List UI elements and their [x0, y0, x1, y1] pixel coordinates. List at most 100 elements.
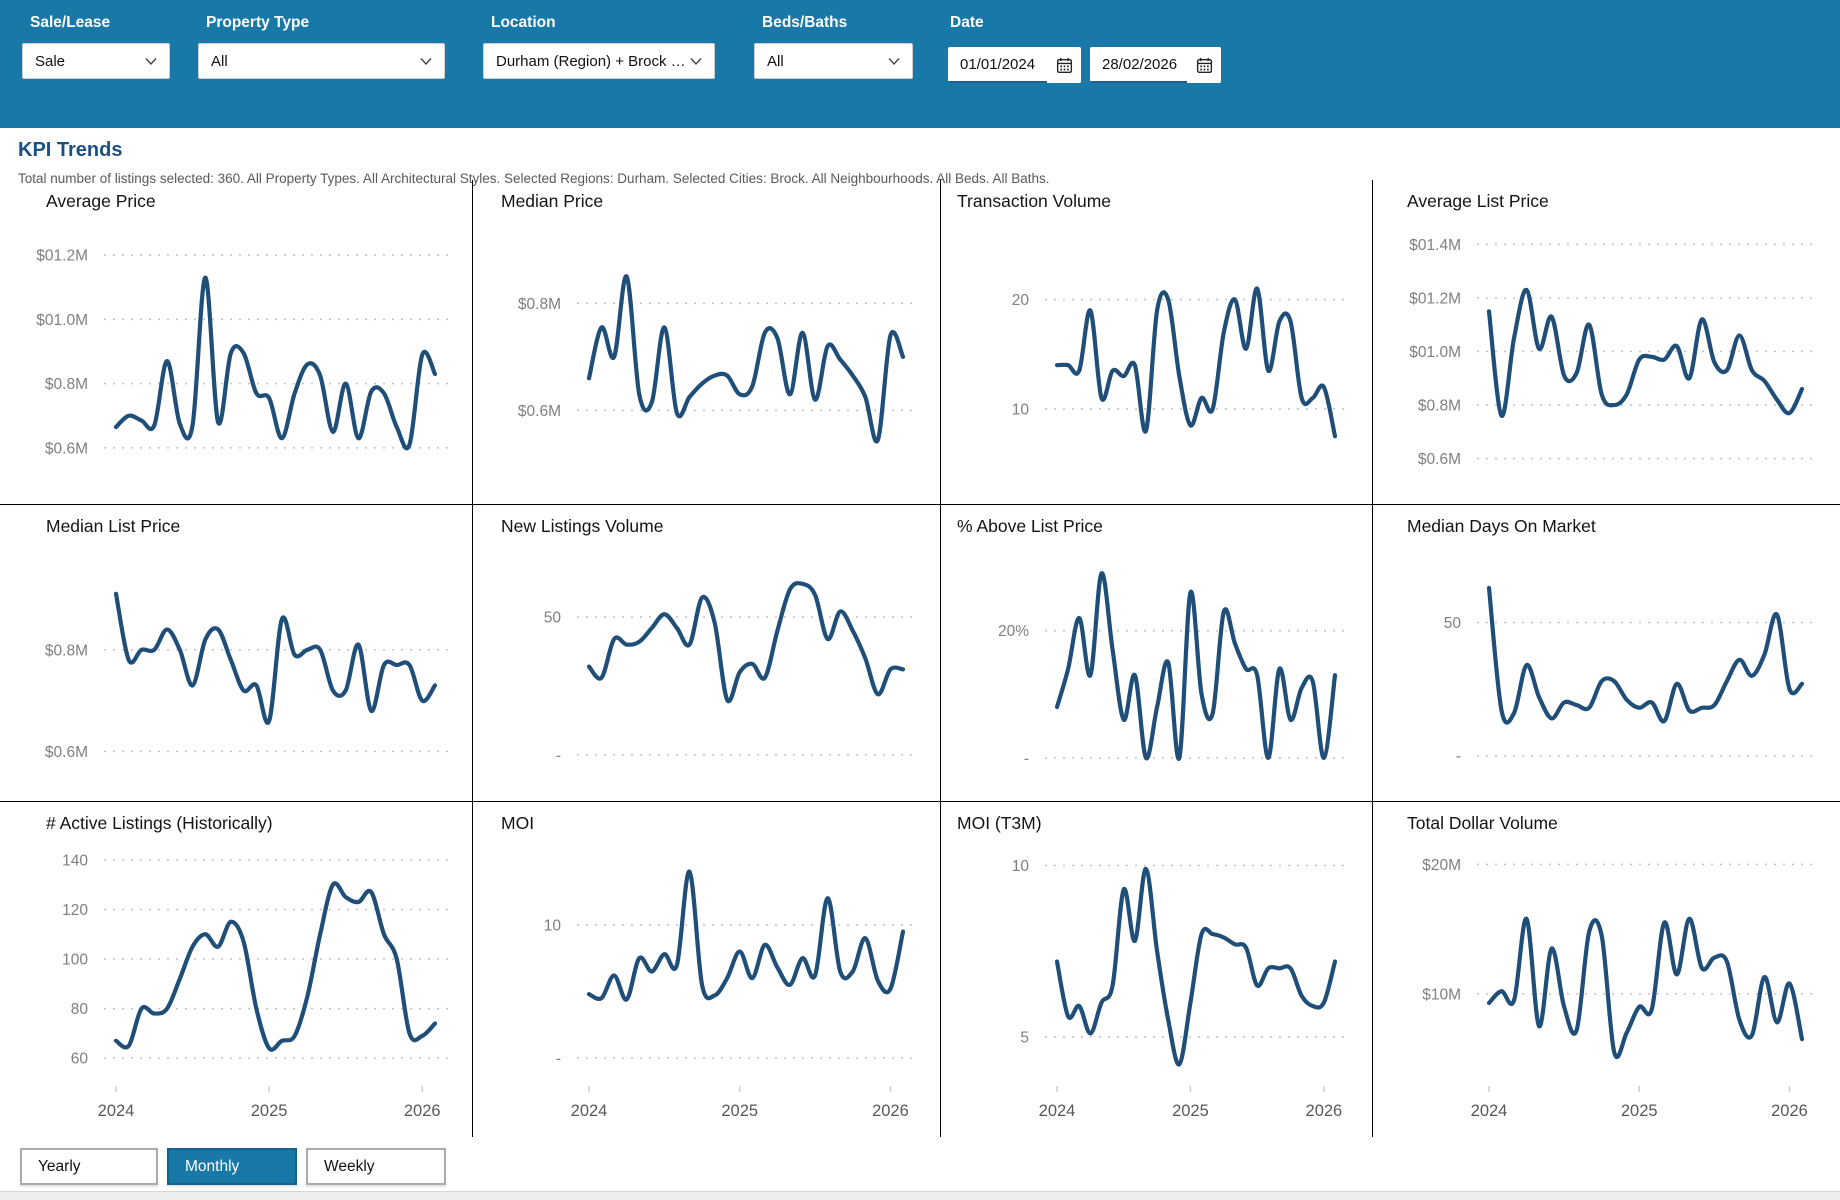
kpi-chart-average-list-price: Average List Price $01.4M $01.2M $01.0M $0.8…	[1373, 180, 1840, 505]
period-toggle-yearly[interactable]: Yearly	[20, 1148, 158, 1185]
chart-title: Average Price	[46, 191, 156, 211]
svg-text:$20M: $20M	[1422, 857, 1461, 874]
svg-text:$0.6M: $0.6M	[1418, 451, 1461, 468]
beds-baths-select[interactable]: All	[754, 43, 913, 79]
kpi-grid: Average Price $01.2M $01.0M $0.8M $0.6M Media…	[0, 180, 1840, 1137]
x-axis-year-label: 2026	[404, 1102, 441, 1120]
chart-canvas: $0.8M $0.6M	[45, 591, 451, 761]
chart-title: Average List Price	[1407, 191, 1549, 211]
kpi-chart-median-days-on-market: Median Days On Market 50 -	[1373, 505, 1840, 802]
select-value: Durham (Region) + Brock (…	[496, 52, 688, 70]
chart-canvas: $01.4M $01.2M $01.0M $0.8M $0.6M	[1409, 237, 1818, 468]
kpi-chart-new-listings-volume: New Listings Volume 50 -	[473, 505, 941, 802]
kpi-chart-moi-t3m: MOI (T3M) 10 5 2024 2025 2026	[941, 802, 1373, 1137]
select-value: All	[767, 52, 784, 70]
chart-canvas: 10 5 2024 2025 2026	[1012, 858, 1351, 1120]
chart-title: Median List Price	[46, 516, 181, 536]
selection-summary: Total number of listings selected: 360. …	[18, 171, 1050, 186]
svg-text:$10M: $10M	[1422, 986, 1461, 1003]
svg-text:140: 140	[62, 852, 88, 869]
chevron-down-icon	[420, 58, 432, 66]
svg-text:20%: 20%	[998, 623, 1029, 640]
svg-text:$0.6M: $0.6M	[45, 744, 88, 761]
svg-text:-: -	[556, 747, 561, 764]
chart-title: New Listings Volume	[501, 516, 664, 536]
chart-canvas: $0.8M $0.6M	[518, 274, 919, 444]
svg-text:100: 100	[62, 952, 88, 969]
kpi-chart-transaction-volume: Transaction Volume 20 10	[941, 180, 1373, 505]
svg-text:$01.2M: $01.2M	[1409, 290, 1461, 307]
chart-canvas: $20M $10M 2024 2025 2026	[1422, 857, 1818, 1120]
svg-text:10: 10	[544, 917, 562, 934]
svg-text:10: 10	[1012, 401, 1030, 418]
filter-property-type: Property Type All	[198, 14, 445, 79]
chevron-down-icon	[145, 58, 157, 66]
calendar-icon[interactable]	[1047, 47, 1081, 83]
chart-title: Total Dollar Volume	[1407, 813, 1558, 833]
svg-text:50: 50	[544, 609, 562, 626]
period-toggle-weekly[interactable]: Weekly	[306, 1148, 446, 1185]
chart-canvas: $01.2M $01.0M $0.8M $0.6M	[36, 248, 451, 457]
chart-title: # Active Listings (Historically)	[46, 813, 273, 833]
kpi-chart-median-price: Median Price $0.8M $0.6M	[473, 180, 941, 505]
select-value: All	[211, 52, 228, 70]
filter-date: Date	[950, 14, 984, 43]
svg-text:$0.8M: $0.8M	[45, 642, 88, 659]
property-type-select[interactable]: All	[198, 43, 445, 79]
svg-text:$01.0M: $01.0M	[1409, 344, 1461, 361]
filter-sale-lease: Sale/Lease Sale	[22, 14, 170, 79]
svg-text:20: 20	[1012, 292, 1030, 309]
chevron-down-icon	[888, 58, 900, 66]
svg-text:-: -	[1456, 748, 1461, 765]
kpi-chart-average-price: Average Price $01.2M $01.0M $0.8M $0.6M	[0, 180, 473, 505]
x-axis-year-label: 2024	[1039, 1102, 1076, 1120]
chart-canvas: 20% -	[998, 571, 1351, 767]
svg-text:$0.8M: $0.8M	[45, 376, 88, 393]
chart-canvas: 140 120 100 80 60 2024 2025 2026	[62, 852, 451, 1120]
sale-lease-select[interactable]: Sale	[22, 43, 170, 79]
svg-text:-: -	[1024, 750, 1029, 767]
kpi-chart-total-dollar-volume: Total Dollar Volume $20M $10M 2024 2025 2026	[1373, 802, 1840, 1137]
x-axis-year-label: 2024	[571, 1102, 608, 1120]
svg-text:-: -	[556, 1051, 561, 1068]
filter-location: Location Durham (Region) + Brock (…	[483, 14, 715, 79]
kpi-chart-median-list-price: Median List Price $0.8M $0.6M	[0, 505, 473, 802]
svg-text:$0.8M: $0.8M	[518, 296, 561, 313]
chart-title: Transaction Volume	[957, 191, 1112, 211]
page-title: KPI Trends	[18, 139, 123, 161]
svg-text:$0.6M: $0.6M	[45, 440, 88, 457]
date-to-input[interactable]: 28/02/2026	[1090, 47, 1187, 83]
x-axis-year-label: 2026	[1771, 1102, 1808, 1120]
svg-text:$01.0M: $01.0M	[36, 312, 88, 329]
chart-title: MOI (T3M)	[957, 813, 1042, 833]
chart-title: MOI	[501, 813, 535, 833]
select-value: Sale	[35, 52, 66, 70]
filter-label: Property Type	[206, 14, 310, 31]
date-from-input[interactable]: 01/01/2024	[948, 47, 1047, 83]
filter-label: Beds/Baths	[762, 14, 848, 31]
svg-text:60: 60	[71, 1051, 89, 1068]
kpi-chart-above-list-price: % Above List Price 20% -	[941, 505, 1373, 802]
period-toggle-monthly[interactable]: Monthly	[167, 1148, 297, 1185]
x-axis-year-label: 2024	[98, 1102, 135, 1120]
chevron-down-icon	[690, 58, 702, 66]
svg-text:10: 10	[1012, 858, 1030, 875]
svg-text:80: 80	[71, 1001, 89, 1018]
period-toggle-group: Yearly Monthly Weekly	[20, 1148, 446, 1185]
svg-text:$0.6M: $0.6M	[518, 403, 561, 420]
calendar-icon[interactable]	[1187, 47, 1221, 83]
x-axis-year-label: 2026	[1306, 1102, 1343, 1120]
location-select[interactable]: Durham (Region) + Brock (…	[483, 43, 715, 79]
chart-title: % Above List Price	[957, 516, 1103, 536]
x-axis-year-label: 2025	[721, 1102, 758, 1120]
svg-text:5: 5	[1020, 1029, 1029, 1046]
svg-text:$0.8M: $0.8M	[1418, 398, 1461, 415]
chart-canvas: 50 -	[544, 581, 919, 764]
chart-title: Median Price	[501, 191, 604, 211]
svg-text:$01.2M: $01.2M	[36, 248, 88, 265]
x-axis-year-label: 2025	[251, 1102, 288, 1120]
x-axis-year-label: 2025	[1172, 1102, 1209, 1120]
date-from-box: 01/01/2024	[948, 47, 1081, 83]
filter-bar: Sale/Lease Sale Property Type All Locati…	[0, 0, 1840, 128]
